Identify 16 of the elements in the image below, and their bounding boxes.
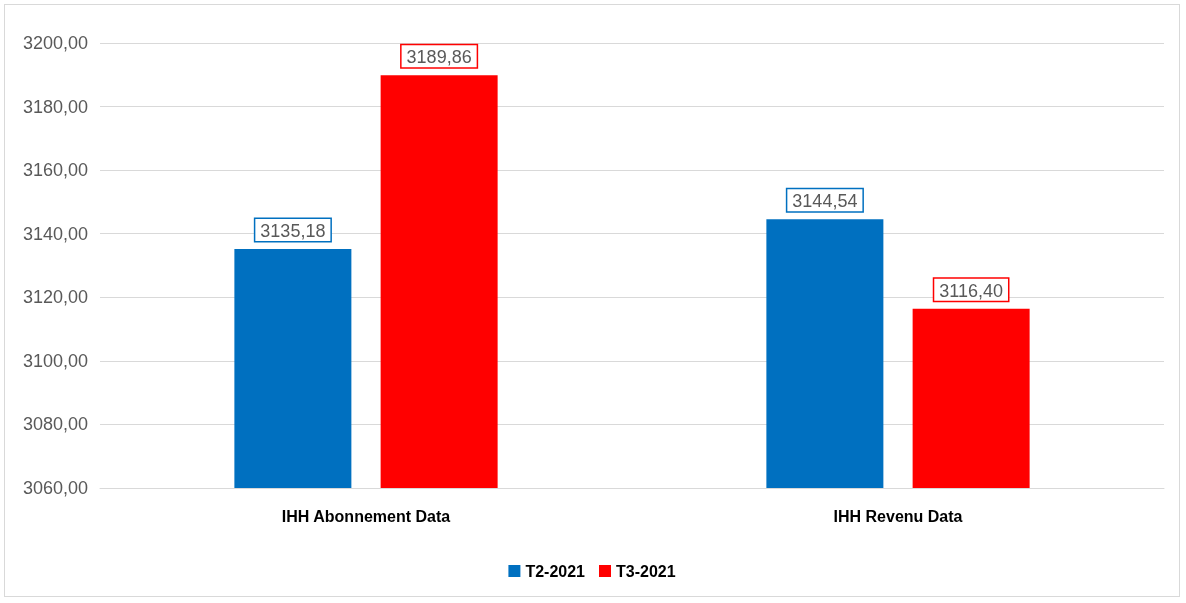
data-label: 3144,54 [792, 191, 858, 212]
y-tick-label: 3120,00 [22, 287, 88, 308]
data-label: 3116,40 [939, 280, 1003, 301]
y-tick-label: 3200,00 [22, 33, 88, 53]
legend-label: T2-2021 [525, 562, 586, 580]
y-tick-label: 3180,00 [22, 96, 88, 117]
y-tick-label: 3100,00 [22, 350, 88, 371]
legend-label: T3-2021 [616, 562, 676, 580]
data-label: 3135,18 [260, 221, 326, 242]
x-tick-label: IHH Revenu Data [833, 507, 963, 525]
y-tick-label: 3160,00 [22, 160, 88, 181]
y-tick-label: 3080,00 [22, 414, 88, 435]
x-tick-label: IHH Abonnement Data [281, 507, 451, 525]
y-tick-label: 3060,00 [22, 478, 88, 498]
data-label: 3189,86 [406, 47, 472, 68]
y-tick-label: 3140,00 [22, 223, 88, 244]
